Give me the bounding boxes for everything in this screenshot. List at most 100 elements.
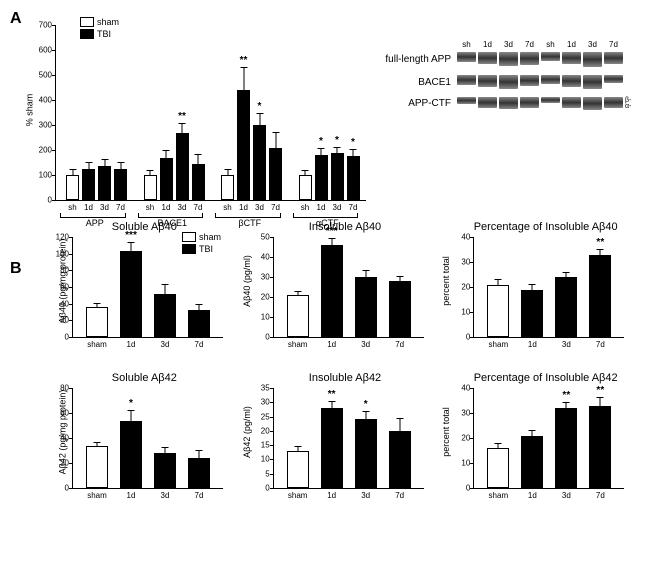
xtick: 7d — [195, 488, 204, 500]
blot-band — [478, 52, 497, 64]
blot-sublabel: β-α- — [625, 98, 631, 110]
xtick: sham — [288, 488, 308, 500]
bar — [521, 290, 543, 338]
panel-b-chart: Soluble Aβ42Aβ42 (pg/mg protein)02040608… — [50, 372, 239, 511]
sig-marker: * — [258, 101, 262, 112]
blot-band — [541, 97, 560, 103]
chart-ylabel: percent total — [441, 256, 451, 306]
blot-header: sh1d3d7dsh1d3d7d — [457, 40, 631, 49]
ytick-line — [52, 175, 56, 176]
xtick: 3d — [361, 488, 370, 500]
blot-band — [457, 75, 476, 85]
errorbar — [566, 403, 567, 408]
bar — [287, 451, 309, 488]
bar — [355, 277, 377, 337]
bar — [589, 406, 611, 489]
xtick: 1d — [127, 488, 136, 500]
errorcap — [179, 123, 186, 124]
sig-marker: ** — [596, 237, 604, 248]
xtick: 7d — [349, 200, 358, 212]
chart-plot: 01020304050sham***1d3d7d — [273, 237, 424, 338]
errorbar — [399, 419, 400, 430]
errorbar — [97, 304, 98, 307]
blot-band — [562, 75, 581, 87]
errorbar — [331, 402, 332, 408]
ytick-line — [470, 438, 474, 439]
errorcap — [294, 446, 301, 447]
errorcap — [69, 169, 76, 170]
blot-band — [499, 75, 518, 89]
ytick-line — [270, 402, 274, 403]
bar — [188, 458, 210, 488]
errorcap — [195, 154, 202, 155]
xtick: 1d — [327, 337, 336, 349]
blot-band — [520, 52, 539, 65]
ytick-line — [69, 413, 73, 414]
errorcap — [128, 410, 135, 411]
xtick: 3d — [161, 488, 170, 500]
xtick: 7d — [271, 200, 280, 212]
errorbar — [498, 444, 499, 448]
xtick: 3d — [562, 337, 571, 349]
ytick-line — [69, 438, 73, 439]
ytick-line — [52, 75, 56, 76]
errorbar — [243, 68, 244, 91]
bar — [487, 285, 509, 338]
blot-lanes — [457, 97, 623, 110]
ytick-line — [52, 25, 56, 26]
bar — [253, 125, 266, 200]
blot-band — [457, 52, 476, 62]
errorbar — [165, 285, 166, 294]
errorcap — [117, 162, 124, 163]
bar — [315, 155, 328, 200]
bar — [176, 133, 189, 201]
errorbar — [498, 280, 499, 285]
ytick-line — [69, 463, 73, 464]
bar — [120, 421, 142, 489]
bar — [120, 251, 142, 337]
errorbar — [532, 285, 533, 290]
blot-band — [562, 52, 581, 64]
chart-title: Insoluble Aβ42 — [251, 372, 440, 384]
errorbar — [321, 149, 322, 155]
errorbar — [165, 448, 166, 453]
blot-band — [604, 97, 623, 108]
errorcap — [162, 284, 169, 285]
ytick-line — [470, 337, 474, 338]
blot-lane-header: 3d — [499, 40, 518, 49]
sig-marker: * — [364, 399, 368, 410]
chart-title: Percentage of Insoluble Aβ42 — [451, 372, 640, 384]
ytick-line — [52, 150, 56, 151]
chart-ylabel: Aβ42 (pg/ml) — [242, 406, 252, 458]
sig-marker: ** — [240, 55, 248, 66]
blot-band — [583, 52, 602, 67]
ytick-line — [52, 125, 56, 126]
blot-panel: sh1d3d7dsh1d3d7d full-length APPBACE1APP… — [381, 40, 631, 201]
panel-b-chart: Insoluble Aβ42Aβ42 (pg/ml)05101520253035… — [251, 372, 440, 511]
blot-label: APP-CTF — [381, 98, 457, 109]
errorbar — [275, 133, 276, 148]
ytick-line — [270, 445, 274, 446]
xtick: sham — [87, 337, 107, 349]
ytick-line — [270, 277, 274, 278]
xtick: sham — [87, 488, 107, 500]
bar — [192, 164, 205, 200]
blot-label: full-length APP — [381, 54, 457, 65]
panel-b-chart: Percentage of Insoluble Aβ42percent tota… — [451, 372, 640, 511]
ytick-line — [470, 287, 474, 288]
figure: A sham TBI % sham 0100200300400500600700… — [10, 10, 640, 511]
errorbar — [199, 305, 200, 311]
xtick: 1d — [127, 337, 136, 349]
errorcap — [396, 276, 403, 277]
ytick-line — [470, 262, 474, 263]
bar — [331, 153, 344, 201]
blot-band — [583, 75, 602, 89]
ytick-line — [470, 237, 474, 238]
blot-row: full-length APP — [381, 52, 631, 67]
errorbar — [353, 150, 354, 156]
panel-a-plot: 0100200300400500600700sh1d3d7dAPPsh1d**3… — [55, 25, 366, 201]
ytick-line — [69, 337, 73, 338]
xtick: 7d — [195, 337, 204, 349]
panel-b: Soluble Aβ40Aβ40 (pg/mg protein)02040608… — [50, 221, 640, 511]
errorcap — [328, 401, 335, 402]
